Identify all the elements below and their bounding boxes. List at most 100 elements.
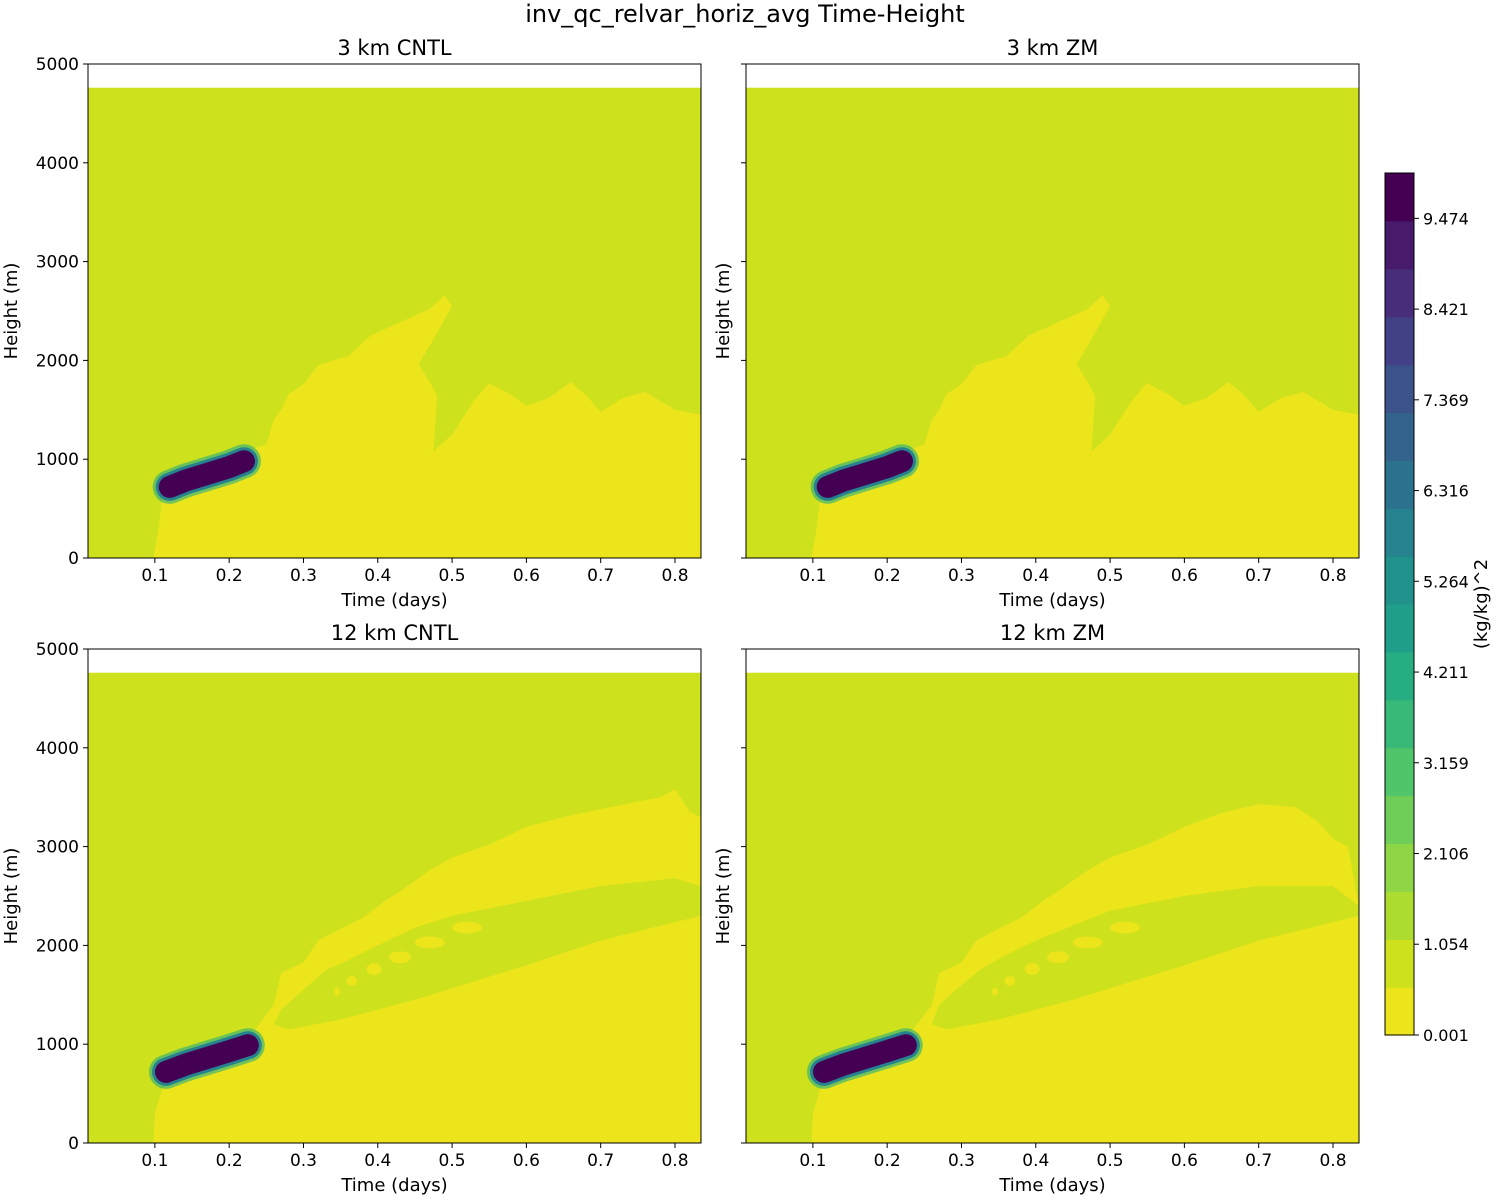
y-tick-label: 0 xyxy=(68,549,79,569)
x-tick-label: 0.1 xyxy=(141,566,168,586)
cloud-region xyxy=(153,295,701,558)
colorbar-segment xyxy=(1385,556,1414,605)
axes-frame xyxy=(87,648,702,1144)
y-axis-label: Height (m) xyxy=(1,263,22,360)
x-tick-label: 0.6 xyxy=(513,1151,540,1171)
y-tick-label: 0 xyxy=(68,1134,79,1154)
colorbar-tick-label: 0.001 xyxy=(1423,1026,1469,1045)
x-tick-label: 0.1 xyxy=(799,566,826,586)
colorbar-tick-label: 2.106 xyxy=(1423,845,1469,864)
colorbar-segment xyxy=(1385,843,1414,892)
y-tick-label: 4000 xyxy=(36,739,79,759)
panel-3: 0.1 0.2 0.3 0.4 0.5 0.6 0.7 0.8 0 1000 2000 3000 400… xyxy=(1,621,702,1196)
colorbar-segment xyxy=(1385,891,1414,940)
high-variance-core xyxy=(816,450,913,498)
panel-1: 0.1 0.2 0.3 0.4 0.5 0.6 0.7 0.8 0 1000 2000 3000 400… xyxy=(1,36,702,611)
x-axis-label: Time (days) xyxy=(340,590,447,611)
colorbar-segment xyxy=(1385,412,1414,461)
cloud-island xyxy=(1004,976,1015,986)
colorbar-tick-label: 9.474 xyxy=(1423,209,1469,228)
panel-title: 3 km ZM xyxy=(1007,36,1099,60)
colorbar-tick-label: 8.421 xyxy=(1423,300,1469,319)
cloud-island xyxy=(333,987,340,996)
colorbar-segment xyxy=(1385,508,1414,557)
cloud-island xyxy=(1024,380,1047,387)
cloud-island xyxy=(1046,951,1070,964)
cloud-island xyxy=(346,976,357,986)
x-tick-label: 0.3 xyxy=(948,566,975,586)
colorbar-tick-label: 3.159 xyxy=(1423,754,1469,773)
x-tick-label: 0.3 xyxy=(290,566,317,586)
y-tick-label: 1000 xyxy=(36,450,79,470)
colorbar-segment xyxy=(1385,268,1414,318)
x-tick-label: 0.4 xyxy=(1022,566,1049,586)
colorbar-segment xyxy=(1385,699,1414,749)
y-axis-label: Height (m) xyxy=(713,263,734,360)
x-tick-label: 0.4 xyxy=(1022,1151,1049,1171)
cloud-island xyxy=(452,921,482,934)
y-tick-label: 3000 xyxy=(36,253,79,273)
cloud-island xyxy=(337,403,344,412)
colorbar-label: (kg/kg)^2 xyxy=(1471,559,1492,649)
panels-group: 0.1 0.2 0.3 0.4 0.5 0.6 0.7 0.8 0 1000 2000 3000 400… xyxy=(1,36,1360,1196)
cloud-island xyxy=(414,936,445,949)
plot-area xyxy=(746,87,1359,558)
y-tick-label: 4000 xyxy=(36,154,79,174)
y-axis-label: Height (m) xyxy=(1,848,22,945)
colorbar-segment xyxy=(1385,939,1414,988)
x-tick-label: 0.2 xyxy=(874,1151,901,1171)
colorbar-segment xyxy=(1385,795,1414,845)
colorbar: 0.001 1.054 2.106 3.159 4.211 5.264 6.316 7.369… xyxy=(1384,172,1492,1045)
x-tick-label: 0.8 xyxy=(1319,566,1346,586)
cloud-region xyxy=(153,789,701,1143)
cloud-region xyxy=(811,295,1359,558)
y-tick-label: 2000 xyxy=(36,351,79,371)
cloud-island xyxy=(388,951,412,964)
y-tick-label: 1000 xyxy=(36,1035,79,1055)
axes-frame xyxy=(87,63,702,559)
x-tick-label: 0.2 xyxy=(874,566,901,586)
colorbar-segment xyxy=(1385,987,1414,1036)
plot-area xyxy=(88,672,701,1143)
x-tick-label: 0.8 xyxy=(1319,1151,1346,1171)
colorbar-segment xyxy=(1385,173,1414,222)
y-tick-label: 5000 xyxy=(36,640,79,660)
panel-title: 3 km CNTL xyxy=(337,36,452,60)
colorbar-tick-label: 7.369 xyxy=(1423,391,1469,410)
colorbar-segment xyxy=(1385,747,1414,797)
x-tick-label: 0.1 xyxy=(799,1151,826,1171)
x-tick-label: 0.4 xyxy=(364,566,391,586)
colorbar-segment xyxy=(1385,220,1414,270)
x-axis-label: Time (days) xyxy=(998,1175,1105,1196)
colorbar-tick-label: 1.054 xyxy=(1423,935,1469,954)
axes-frame xyxy=(745,648,1360,1144)
x-tick-label: 0.5 xyxy=(1097,566,1124,586)
panel-title: 12 km CNTL xyxy=(331,621,459,645)
cloud-island xyxy=(347,392,357,402)
x-tick-label: 0.8 xyxy=(661,566,688,586)
x-tick-label: 0.7 xyxy=(1245,566,1272,586)
colorbar-tick-label: 6.316 xyxy=(1423,482,1469,501)
high-variance-core xyxy=(155,1034,259,1083)
x-tick-label: 0.6 xyxy=(513,566,540,586)
colorbar-segment xyxy=(1385,316,1414,366)
x-tick-label: 0.7 xyxy=(587,1151,614,1171)
cloud-island xyxy=(366,963,382,976)
plot-area xyxy=(88,87,701,558)
colorbar-tick-label: 4.211 xyxy=(1423,663,1469,682)
panel-4: 0.1 0.2 0.3 0.4 0.5 0.6 0.7 0.8 12 km ZM Time (da… xyxy=(713,621,1360,1196)
x-tick-label: 0.6 xyxy=(1171,1151,1198,1171)
y-tick-label: 3000 xyxy=(36,838,79,858)
high-variance-core xyxy=(813,1034,917,1083)
x-tick-label: 0.7 xyxy=(1245,1151,1272,1171)
colorbar-tick-label: 5.264 xyxy=(1423,572,1469,591)
x-tick-label: 0.4 xyxy=(364,1151,391,1171)
high-variance-core xyxy=(158,450,255,498)
x-tick-label: 0.5 xyxy=(439,1151,466,1171)
colorbar-segment xyxy=(1385,364,1414,414)
x-tick-label: 0.3 xyxy=(290,1151,317,1171)
colorbar-segment xyxy=(1385,604,1414,653)
colorbar-frame xyxy=(1384,172,1415,1036)
colorbar-segment xyxy=(1385,651,1414,701)
